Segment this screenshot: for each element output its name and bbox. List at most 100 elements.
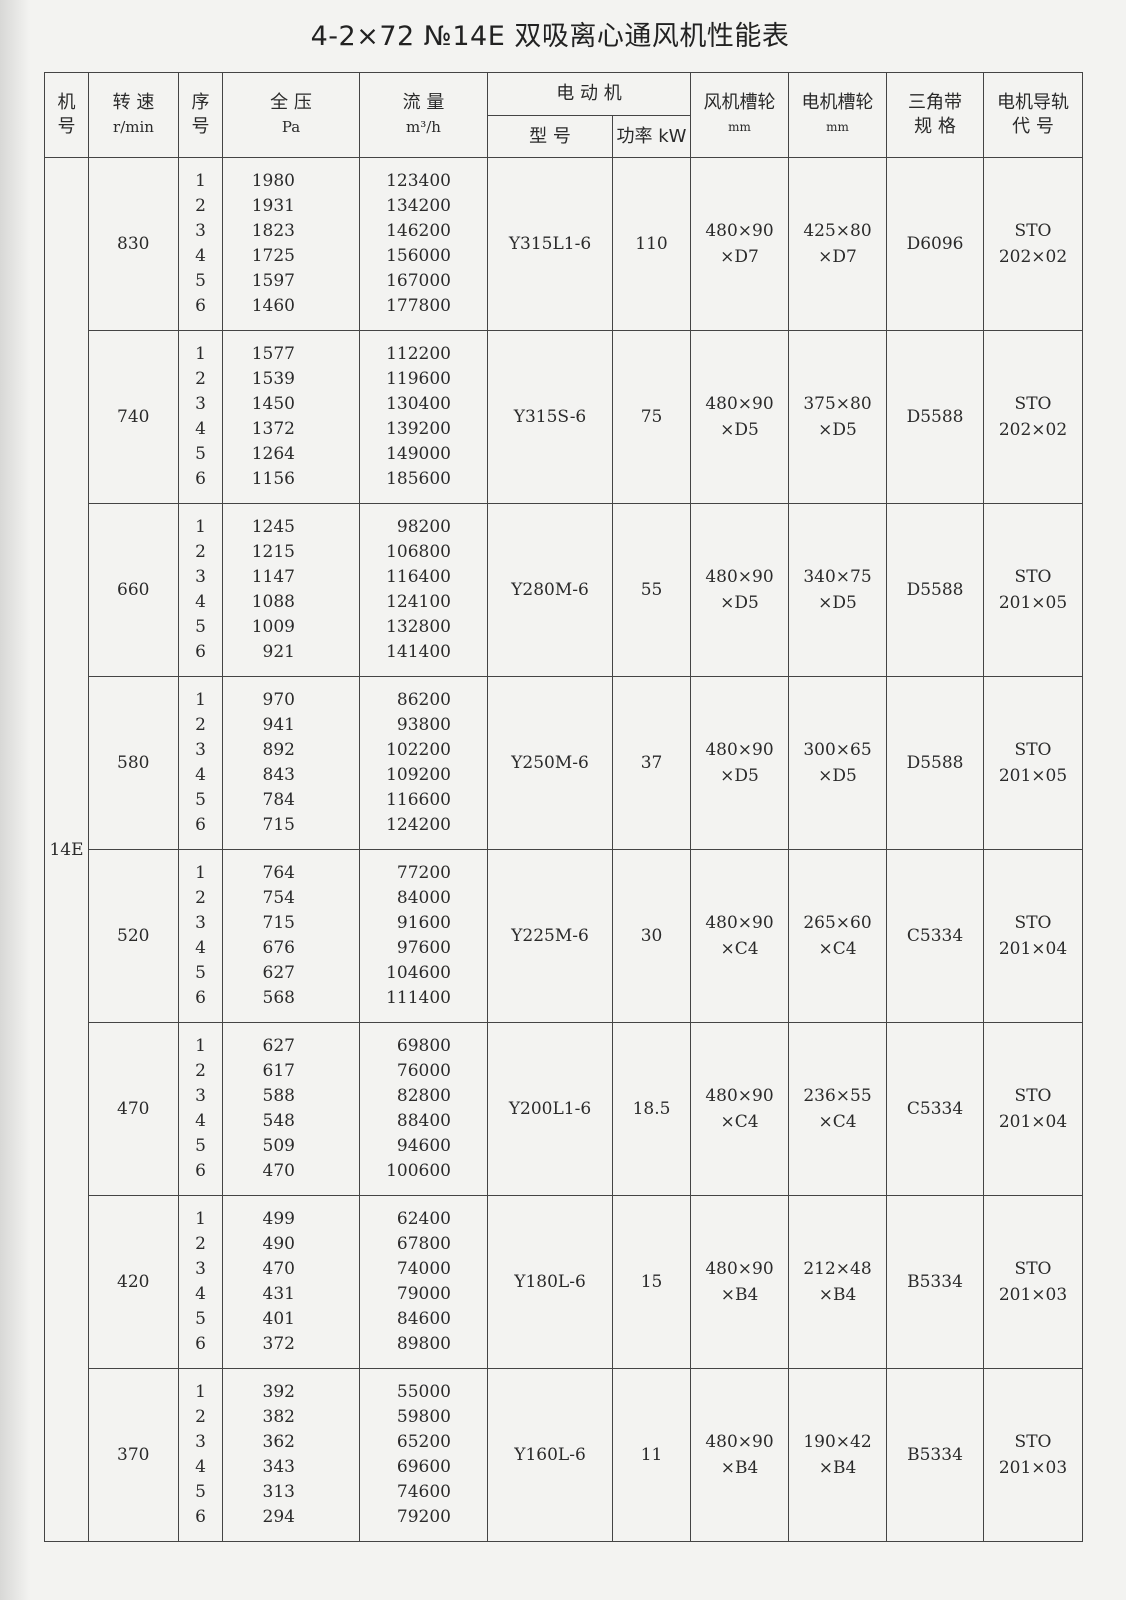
value-list: 480×90 ×B4 [691, 1429, 788, 1481]
cell-value: 6 [195, 469, 206, 489]
cell-value: 4 [195, 1457, 206, 1477]
cell-value: 5 [195, 1136, 206, 1156]
cell-value: 201×05 [998, 593, 1068, 613]
cell-value: 67800 [396, 1234, 451, 1254]
value-list: 300×65 ×D5 [789, 737, 886, 789]
cell-value: 340×75 [803, 567, 872, 587]
header-motor-pulley: 电机槽轮 mm [788, 72, 888, 158]
header-motor: 电 动 机 [486, 72, 692, 116]
fan-pulley-cell: 480×90 ×C4 [690, 1022, 790, 1196]
value-list: 77200 84000 91600 97600 104600 111400 [360, 861, 487, 1011]
cell-value: 2 [195, 542, 206, 562]
cell-value: ×C4 [720, 939, 759, 959]
value-list: 62400 67800 74000 79000 84600 89800 [360, 1207, 487, 1357]
value-list: STO 201×05 [984, 737, 1082, 789]
seq-cell: 1 2 3 4 5 6 [178, 1022, 223, 1196]
cell-value: 201×05 [998, 766, 1068, 786]
cell-value: 149000 [386, 444, 451, 464]
cell-value: 62400 [396, 1209, 451, 1229]
fan-pulley-cell: 480×90 ×C4 [690, 849, 790, 1023]
value-list: 425×80 ×D7 [789, 218, 886, 270]
cell-value: 548 [262, 1111, 295, 1131]
cell-value: 202×02 [998, 247, 1068, 267]
cell-value: 2 [195, 196, 206, 216]
cell-value: 1577 [251, 344, 295, 364]
value-list: 970 941 892 843 784 715 [223, 688, 359, 838]
cell-value: 98200 [396, 517, 451, 537]
pressure-cell: 627 617 588 548 509 470 [222, 1022, 360, 1196]
cell-value: 1450 [251, 394, 295, 414]
cell-value: 294 [262, 1507, 295, 1527]
cell-value: STO [1014, 1086, 1052, 1106]
cell-value: 201×04 [998, 1112, 1068, 1132]
cell-value: 3 [195, 567, 206, 587]
value-list: 480×90 ×D5 [691, 391, 788, 443]
value-list: 212×48 ×B4 [789, 1256, 886, 1308]
pressure-cell: 1245 1215 1147 1088 1009 921 [222, 503, 360, 677]
flow-cell: 77200 84000 91600 97600 104600 111400 [359, 849, 488, 1023]
pressure-cell: 970 941 892 843 784 715 [222, 676, 360, 850]
cell-value: 715 [262, 913, 295, 933]
cell-value: 86200 [396, 690, 451, 710]
cell-value: 88400 [396, 1111, 451, 1131]
belt-cell: D5588 [886, 330, 985, 504]
cell-value: 146200 [386, 221, 451, 241]
cell-value: 1264 [251, 444, 295, 464]
cell-value: 82800 [396, 1086, 451, 1106]
rail-cell: STO 201×05 [983, 503, 1084, 677]
rail-cell: STO 202×02 [983, 157, 1084, 331]
table-body: 14E 830 1 2 3 4 5 6 1980 1931 1823 1725 1597 1460 1234… [44, 157, 1084, 1542]
speed-cell: 370 [88, 1368, 179, 1542]
belt-cell: C5334 [886, 849, 985, 1023]
cell-value: 2 [195, 888, 206, 908]
motor-model-cell: Y225M-6 [487, 849, 613, 1023]
cell-value: 201×03 [998, 1458, 1068, 1478]
cell-value: 6 [195, 1334, 206, 1354]
value-list: STO 201×03 [984, 1429, 1082, 1481]
cell-value: 3 [195, 740, 206, 760]
cell-value: 5 [195, 444, 206, 464]
flow-cell: 112200 119600 130400 139200 149000 185600 [359, 330, 488, 504]
cell-value: 5 [195, 1482, 206, 1502]
value-list: 480×90 ×C4 [691, 1083, 788, 1135]
value-list: STO 201×04 [984, 910, 1082, 962]
cell-value: 2 [195, 715, 206, 735]
cell-value: 4 [195, 938, 206, 958]
header-rail: 电机导轨代 号 [983, 72, 1084, 158]
machine-no-cell: 14E [44, 157, 89, 1542]
cell-value: 3 [195, 1259, 206, 1279]
fan-pulley-cell: 480×90 ×D5 [690, 676, 790, 850]
header-fan-pulley: 风机槽轮 mm [690, 72, 790, 158]
value-list: 764 754 715 676 627 568 [223, 861, 359, 1011]
rail-cell: STO 201×05 [983, 676, 1084, 850]
cell-value: 470 [262, 1259, 295, 1279]
value-list: 190×42 ×B4 [789, 1429, 886, 1481]
header-pressure: 全 压 Pa [222, 72, 360, 158]
cell-value: 141400 [386, 642, 451, 662]
cell-value: 104600 [386, 963, 451, 983]
cell-value: 84000 [396, 888, 451, 908]
seq-cell: 1 2 3 4 5 6 [178, 157, 223, 331]
cell-value: 119600 [386, 369, 451, 389]
cell-value: 843 [262, 765, 295, 785]
cell-value: 676 [262, 938, 295, 958]
cell-value: 6 [195, 988, 206, 1008]
cell-value: 3 [195, 913, 206, 933]
cell-value: 4 [195, 592, 206, 612]
cell-value: STO [1014, 740, 1052, 760]
value-list: 480×90 ×C4 [691, 910, 788, 962]
cell-value: 1009 [251, 617, 295, 637]
value-list: STO 202×02 [984, 218, 1082, 270]
cell-value: ×D5 [720, 766, 759, 786]
cell-value: 480×90 [705, 913, 774, 933]
table-row: 580 1 2 3 4 5 6 970 941 892 843 784 715 86200 93800 102… [45, 676, 1084, 850]
cell-value: 130400 [386, 394, 451, 414]
value-list: 236×55 ×C4 [789, 1083, 886, 1135]
motor-model-cell: Y180L-6 [487, 1195, 613, 1369]
cell-value: ×C4 [818, 1112, 857, 1132]
cell-value: 392 [262, 1382, 295, 1402]
cell-value: 69800 [396, 1036, 451, 1056]
cell-value: 300×65 [803, 740, 872, 760]
cell-value: ×D5 [818, 420, 857, 440]
speed-cell: 660 [88, 503, 179, 677]
